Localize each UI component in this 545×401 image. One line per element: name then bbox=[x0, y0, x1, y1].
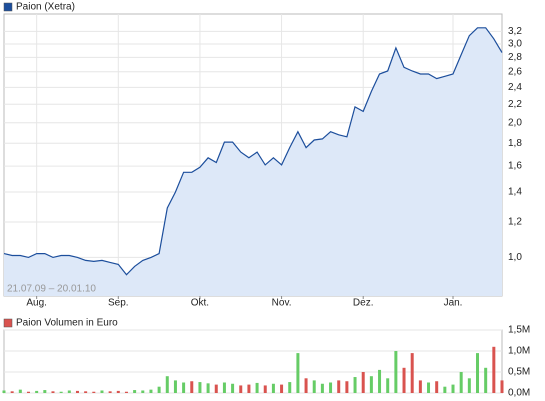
volume-bar bbox=[231, 383, 235, 393]
volume-bar bbox=[410, 353, 414, 393]
volume-bar bbox=[320, 383, 324, 393]
volume-bar bbox=[459, 372, 463, 393]
x-tick-label: Dez. bbox=[353, 298, 374, 309]
volume-bar bbox=[124, 391, 128, 393]
volume-bar bbox=[214, 384, 218, 393]
y-tick-label: 1,4 bbox=[508, 187, 522, 198]
date-range: 21.07.09 – 20.01.10 bbox=[7, 284, 96, 295]
volume-bar bbox=[263, 385, 267, 393]
volume-bar bbox=[35, 390, 39, 393]
x-tick-label: Nov. bbox=[272, 298, 292, 309]
y-tick-label: 1,0 bbox=[508, 252, 522, 263]
volume-bar bbox=[18, 389, 22, 393]
volume-bar bbox=[173, 380, 177, 393]
y-tick-label: 0,5M bbox=[508, 367, 530, 378]
volume-bar bbox=[337, 380, 341, 393]
legend-swatch bbox=[3, 2, 13, 12]
x-tick-label: Aug. bbox=[26, 298, 47, 309]
y-tick-label: 2,0 bbox=[508, 117, 522, 128]
legend-label: Paion (Xetra) bbox=[16, 2, 75, 13]
y-tick-label: 2,2 bbox=[508, 99, 522, 110]
volume-bar bbox=[378, 369, 382, 393]
y-tick-label: 0,0M bbox=[508, 388, 530, 399]
volume-bar bbox=[100, 390, 104, 393]
x-tick-label: Jan. bbox=[444, 298, 463, 309]
volume-bar bbox=[141, 390, 145, 393]
volume-bar bbox=[59, 391, 63, 393]
volume-bar bbox=[418, 380, 422, 393]
volume-bar bbox=[75, 390, 79, 393]
volume-bar bbox=[500, 380, 504, 393]
volume-bar bbox=[476, 353, 480, 393]
volume-bar bbox=[280, 384, 284, 393]
volume-bar bbox=[43, 390, 47, 393]
volume-bar bbox=[345, 381, 349, 393]
volume-bar bbox=[394, 351, 398, 393]
volume-bar bbox=[492, 346, 496, 393]
x-tick-label: Okt. bbox=[191, 298, 209, 309]
y-tick-label: 3,0 bbox=[508, 39, 522, 50]
volume-bar bbox=[10, 391, 14, 393]
volume-bar bbox=[435, 381, 439, 393]
volume-bar bbox=[402, 367, 406, 393]
volume-bar bbox=[312, 380, 316, 393]
volume-bar bbox=[255, 382, 259, 393]
volume-bar bbox=[26, 391, 30, 393]
volume-bar bbox=[304, 378, 308, 393]
volume-bar bbox=[92, 391, 96, 393]
volume-bar bbox=[2, 390, 6, 393]
y-tick-label: 1,6 bbox=[508, 161, 522, 172]
volume-bar bbox=[361, 372, 365, 393]
volume-bar bbox=[206, 383, 210, 393]
legend-label: Paion Volumen in Euro bbox=[16, 318, 118, 329]
volume-bar bbox=[369, 376, 373, 393]
volume-bar bbox=[108, 391, 112, 393]
y-tick-label: 1,2 bbox=[508, 217, 522, 228]
volume-bar bbox=[443, 386, 447, 393]
volume-bar bbox=[386, 378, 390, 393]
volume-bar bbox=[116, 390, 120, 393]
volume-bar bbox=[133, 390, 137, 393]
volume-bar bbox=[190, 381, 194, 393]
volume-bar bbox=[353, 377, 357, 393]
price-area bbox=[4, 27, 502, 297]
volume-bar bbox=[222, 382, 226, 393]
volume-bar bbox=[484, 367, 488, 393]
y-tick-label: 2,6 bbox=[508, 66, 522, 77]
volume-bar bbox=[271, 383, 275, 393]
legend-swatch bbox=[3, 318, 13, 328]
volume-bar bbox=[84, 391, 88, 393]
volume-bar bbox=[157, 386, 161, 393]
y-tick-label: 2,8 bbox=[508, 52, 522, 63]
y-tick-label: 1,5M bbox=[508, 325, 530, 336]
volume-bar bbox=[182, 382, 186, 393]
volume-bar bbox=[288, 382, 292, 393]
volume-bar bbox=[51, 391, 55, 393]
volume-bar bbox=[239, 385, 243, 393]
volume-bar bbox=[247, 384, 251, 393]
volume-bar bbox=[329, 382, 333, 393]
volume-bar bbox=[296, 353, 300, 393]
volume-bar bbox=[149, 389, 153, 393]
y-tick-label: 1,8 bbox=[508, 138, 522, 149]
volume-bar bbox=[427, 382, 431, 393]
volume-bar bbox=[165, 376, 169, 393]
volume-bar bbox=[198, 382, 202, 393]
x-tick-label: Sep. bbox=[108, 298, 129, 309]
volume-bar bbox=[67, 390, 71, 393]
y-tick-label: 3,2 bbox=[508, 26, 522, 37]
price-line bbox=[3, 27, 503, 276]
y-tick-label: 1,0M bbox=[508, 346, 530, 357]
volume-bar bbox=[467, 378, 471, 393]
y-tick-label: 2,4 bbox=[508, 82, 522, 93]
volume-bar bbox=[451, 384, 455, 393]
